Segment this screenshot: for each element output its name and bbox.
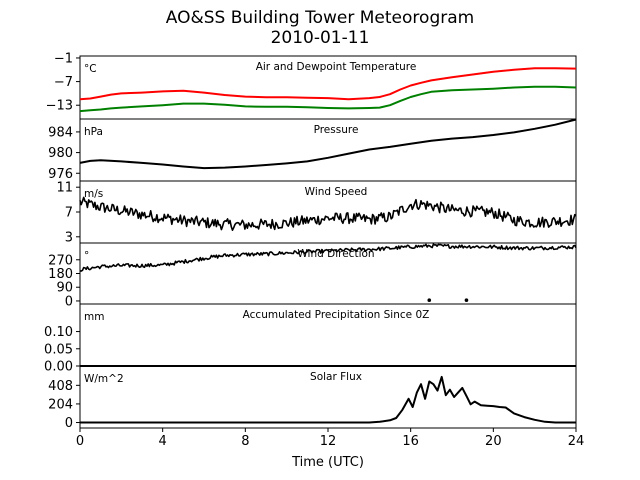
xtick-label: 0	[76, 434, 84, 449]
panel-2-ytick-label: 984	[48, 125, 73, 140]
figure-subtitle: 2010-01-11	[270, 28, 370, 48]
panel-6-title: Solar Flux	[310, 371, 362, 383]
panel-2-title: Pressure	[314, 124, 359, 136]
panel-4-ytick-label: 270	[48, 253, 73, 268]
panel-4-ytick-label: 90	[56, 281, 73, 296]
panel-4-unit: °	[84, 250, 89, 262]
panel-4-point	[464, 298, 469, 302]
panel-1-title: Air and Dewpoint Temperature	[256, 61, 417, 73]
panel-4-ytick-label: 0	[65, 294, 73, 309]
panel-1-unit: °C	[84, 63, 97, 75]
panel-5-ytick-label: 0.05	[44, 342, 73, 357]
panel-1-ytick-label: −7	[54, 75, 73, 90]
panel-6-ytick-label: 408	[48, 379, 73, 394]
panel-1-ytick-label: −1	[54, 51, 73, 66]
xtick-label: 16	[402, 434, 419, 449]
panel-5-ytick-label: 0.10	[44, 325, 73, 340]
panel-2-series-1	[79, 118, 577, 170]
panel-3-series-1	[79, 196, 577, 231]
panel-3-ytick-label: 3	[65, 230, 73, 245]
panel-3-title: Wind Speed	[305, 186, 368, 198]
panel-6-unit: W/m^2	[84, 373, 124, 385]
panel-5-ytick-label: 0.00	[44, 360, 73, 375]
panel-4-ytick-label: 180	[48, 267, 73, 282]
xtick-label: 24	[568, 434, 585, 449]
panel-3-unit: m/s	[84, 188, 103, 200]
xtick-label: 8	[241, 434, 249, 449]
panel-2-ytick-label: 976	[48, 167, 73, 182]
xtick-label: 4	[159, 434, 167, 449]
panel-4-point	[427, 298, 432, 302]
panel-2-unit: hPa	[84, 126, 103, 138]
panel-6-series-1	[80, 375, 576, 424]
panel-1-series-1	[79, 67, 577, 101]
xtick-label: 20	[485, 434, 502, 449]
panel-1-ytick-label: −13	[46, 99, 73, 114]
panel-5-title: Accumulated Precipitation Since 0Z	[243, 309, 430, 321]
panel-4-series-1	[79, 243, 577, 272]
xtick-label: 12	[320, 434, 337, 449]
panel-1-series-2	[79, 85, 577, 113]
panel-3-ytick-label: 11	[56, 181, 73, 196]
panel-2-ytick-label: 980	[48, 146, 73, 161]
panel-5-unit: mm	[84, 311, 104, 323]
x-axis-label: Time (UTC)	[291, 455, 364, 470]
figure-title: AO&SS Building Tower Meteorogram	[165, 8, 475, 28]
panel-3-ytick-label: 7	[65, 206, 73, 221]
panel-6-ytick-label: 0	[65, 416, 73, 431]
panel-4-title: Wind Direction	[297, 248, 374, 260]
panel-6-ytick-label: 204	[48, 397, 73, 412]
